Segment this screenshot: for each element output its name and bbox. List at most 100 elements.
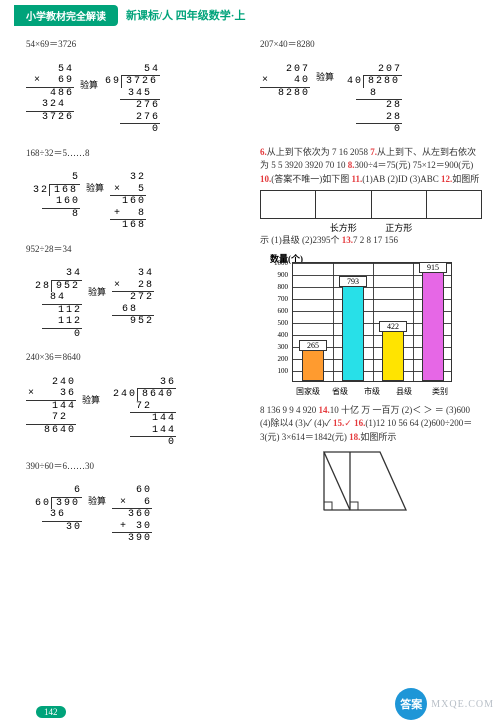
shape-slot-1 [260, 191, 316, 219]
longdiv-column: 5 32168 160 8 [26, 161, 80, 221]
chart-bar [302, 349, 324, 381]
chart-ytick: 700 [268, 295, 288, 303]
chart-xlast: 类别 [420, 386, 460, 398]
chart-ytick: 900 [268, 271, 288, 279]
shape-slot-4 [427, 191, 482, 219]
equation: 207×40＝8280 [260, 37, 482, 50]
ans-text-15: ✓ [344, 418, 354, 428]
ans-num-11: 11. [352, 174, 363, 184]
mult-column: 54 × 69 486 324 3726 [26, 52, 74, 123]
chart-xcategory: 市级 [356, 386, 388, 398]
ans-text-11: (1)AB (2)ID (3)ABC [362, 174, 441, 184]
shape-slot-2 [316, 191, 371, 219]
ans-num-14: 14. [319, 405, 330, 415]
check-label: 验算 [82, 257, 112, 298]
chart-xaxis: 国家级省级市级县级类别 [292, 386, 460, 398]
mult-column: 240 × 36 144 72 8640 [26, 365, 76, 436]
mult-column: 32 × 5 160 + 8 168 [110, 161, 146, 232]
check-label: 验算 [310, 52, 340, 83]
shape-labels: 长方形 正方形 [260, 221, 482, 234]
ans-text-a: 8 136 9 9 4 920 [260, 405, 319, 415]
ans-num-18: 18. [349, 432, 360, 442]
parallelogram-diagram [320, 448, 410, 518]
equation: 390÷60＝6……30 [26, 459, 248, 472]
chart-bar-label: 422 [379, 321, 407, 332]
check-label: 验算 [82, 474, 112, 507]
ans-text-6: 从上到下依次为 7 16 2058 [267, 147, 371, 157]
watermark-badge: 答案 [395, 688, 427, 720]
page-number: 142 [36, 706, 66, 718]
longdiv-column: 34 28952 84 112 112 0 [26, 257, 82, 341]
shape-slot-3 [372, 191, 427, 219]
chart-grid: 265 793 422 915 [292, 262, 452, 382]
book-title: 新课标/人 四年级数学·上 [126, 7, 245, 23]
calc-240x36: 240×36＝8640 240 × 36 144 72 8640 验算 36 2… [26, 350, 248, 449]
longdiv-column: 54 693726 345 276 276 0 [104, 52, 160, 136]
chart-ytick: 100 [268, 367, 288, 375]
right-column: 207×40＝8280 207 × 40 8280 验算 207 408280 … [254, 34, 482, 555]
chart-xcategory: 县级 [388, 386, 420, 398]
chart-xcategory: 国家级 [292, 386, 324, 398]
ans-text-18: 如图所示 [360, 432, 396, 442]
watermark-url: MXQE.COM [431, 699, 494, 710]
check-label: 验算 [74, 52, 104, 91]
chart-bar-label: 265 [299, 340, 327, 351]
ans-num-13: 13. [342, 235, 353, 245]
ans-text-10: (答案不唯一)如下图 [271, 174, 351, 184]
label-square: 正方形 [371, 221, 427, 234]
ans-text-8: 300÷4＝75(元) 75×12＝900(元) [355, 160, 474, 170]
chart-ytick: 600 [268, 307, 288, 315]
chart-bar [422, 271, 444, 381]
check-label: 验算 [76, 365, 106, 406]
longdiv-column: 36 2408640 72 144 144 0 [106, 365, 176, 449]
ans-num-10: 10. [260, 174, 271, 184]
answers-block-1: 6.从上到下依次为 7 16 2058 7.从上到下、从左到右依次为 5 5 3… [260, 146, 482, 187]
ans-num-16: 16. [354, 418, 365, 428]
series-badge: 小学教材完全解读 [14, 5, 118, 26]
chart-ytick: 1000 [268, 259, 288, 267]
mult-column: 34 × 28 272 68 952 [112, 257, 154, 328]
chart-xcategory: 省级 [324, 386, 356, 398]
longdiv-column: 6 60390 36 30 [26, 474, 82, 534]
equation: 168÷32＝5……8 [26, 146, 248, 159]
answers-block-2: 示 (1)县级 (2)2395个 13.7 2 8 17 156 [260, 234, 482, 248]
page-content: 54×69＝3726 54 × 69 486 324 3726 验算 54 69… [0, 34, 500, 555]
left-column: 54×69＝3726 54 × 69 486 324 3726 验算 54 69… [26, 34, 254, 555]
calc-390d60: 390÷60＝6……30 6 60390 36 30 验算 60 × 6 360… [26, 459, 248, 545]
ans-num-7: 7. [370, 147, 377, 157]
calc-207x40: 207×40＝8280 207 × 40 8280 验算 207 408280 … [260, 37, 482, 136]
ans-num-15: 15. [333, 418, 344, 428]
calc-168d32: 168÷32＝5……8 5 32168 160 8 验算 32 × 5 160 … [26, 146, 248, 232]
chart-ytick: 800 [268, 283, 288, 291]
page-header: 小学教材完全解读 新课标/人 四年级数学·上 [0, 0, 500, 30]
chart-ytick: 400 [268, 331, 288, 339]
calc-952d28: 952÷28＝34 34 28952 84 112 112 0 验算 34 × … [26, 242, 248, 341]
chart-ytick: 200 [268, 355, 288, 363]
equation: 54×69＝3726 [26, 37, 248, 50]
mult-column: 60 × 6 360 + 30 390 [112, 474, 152, 545]
ans-prefix-12b: 示 (1)县级 (2)2395个 [260, 235, 342, 245]
ans-num-8: 8. [348, 160, 355, 170]
watermark: 答案 MXQE.COM [395, 688, 494, 720]
chart-bar [382, 330, 404, 381]
bar-chart: 数量(个) 1002003004005006007008009001000 26… [270, 252, 460, 402]
chart-bar-label: 793 [339, 276, 367, 287]
equation: 240×36＝8640 [26, 350, 248, 363]
calc-54x69: 54×69＝3726 54 × 69 486 324 3726 验算 54 69… [26, 37, 248, 136]
ans-num-6: 6. [260, 147, 267, 157]
chart-ytick: 500 [268, 319, 288, 327]
chart-bar-label: 915 [419, 262, 447, 273]
answers-block-3: 8 136 9 9 4 920 14.10 十亿 万 一百万 (2)＜ ＞ ＝ … [260, 404, 482, 445]
equation: 952÷28＝34 [26, 242, 248, 255]
ans-num-12: 12. [441, 174, 452, 184]
chart-bar [342, 285, 364, 380]
mult-column: 207 × 40 8280 [260, 52, 310, 99]
label-rectangle: 长方形 [316, 221, 372, 234]
ans-text-12: 如图所 [452, 174, 479, 184]
chart-ytick: 300 [268, 343, 288, 351]
shape-partition [260, 190, 482, 219]
chart-yaxis: 100 200 300 400 500 600 700 800 900 1000 [270, 258, 290, 386]
longdiv-column: 207 408280 8 28 28 0 [340, 52, 402, 136]
check-label: 验算 [80, 161, 110, 194]
ans-text-13: 7 2 8 17 156 [353, 235, 398, 245]
